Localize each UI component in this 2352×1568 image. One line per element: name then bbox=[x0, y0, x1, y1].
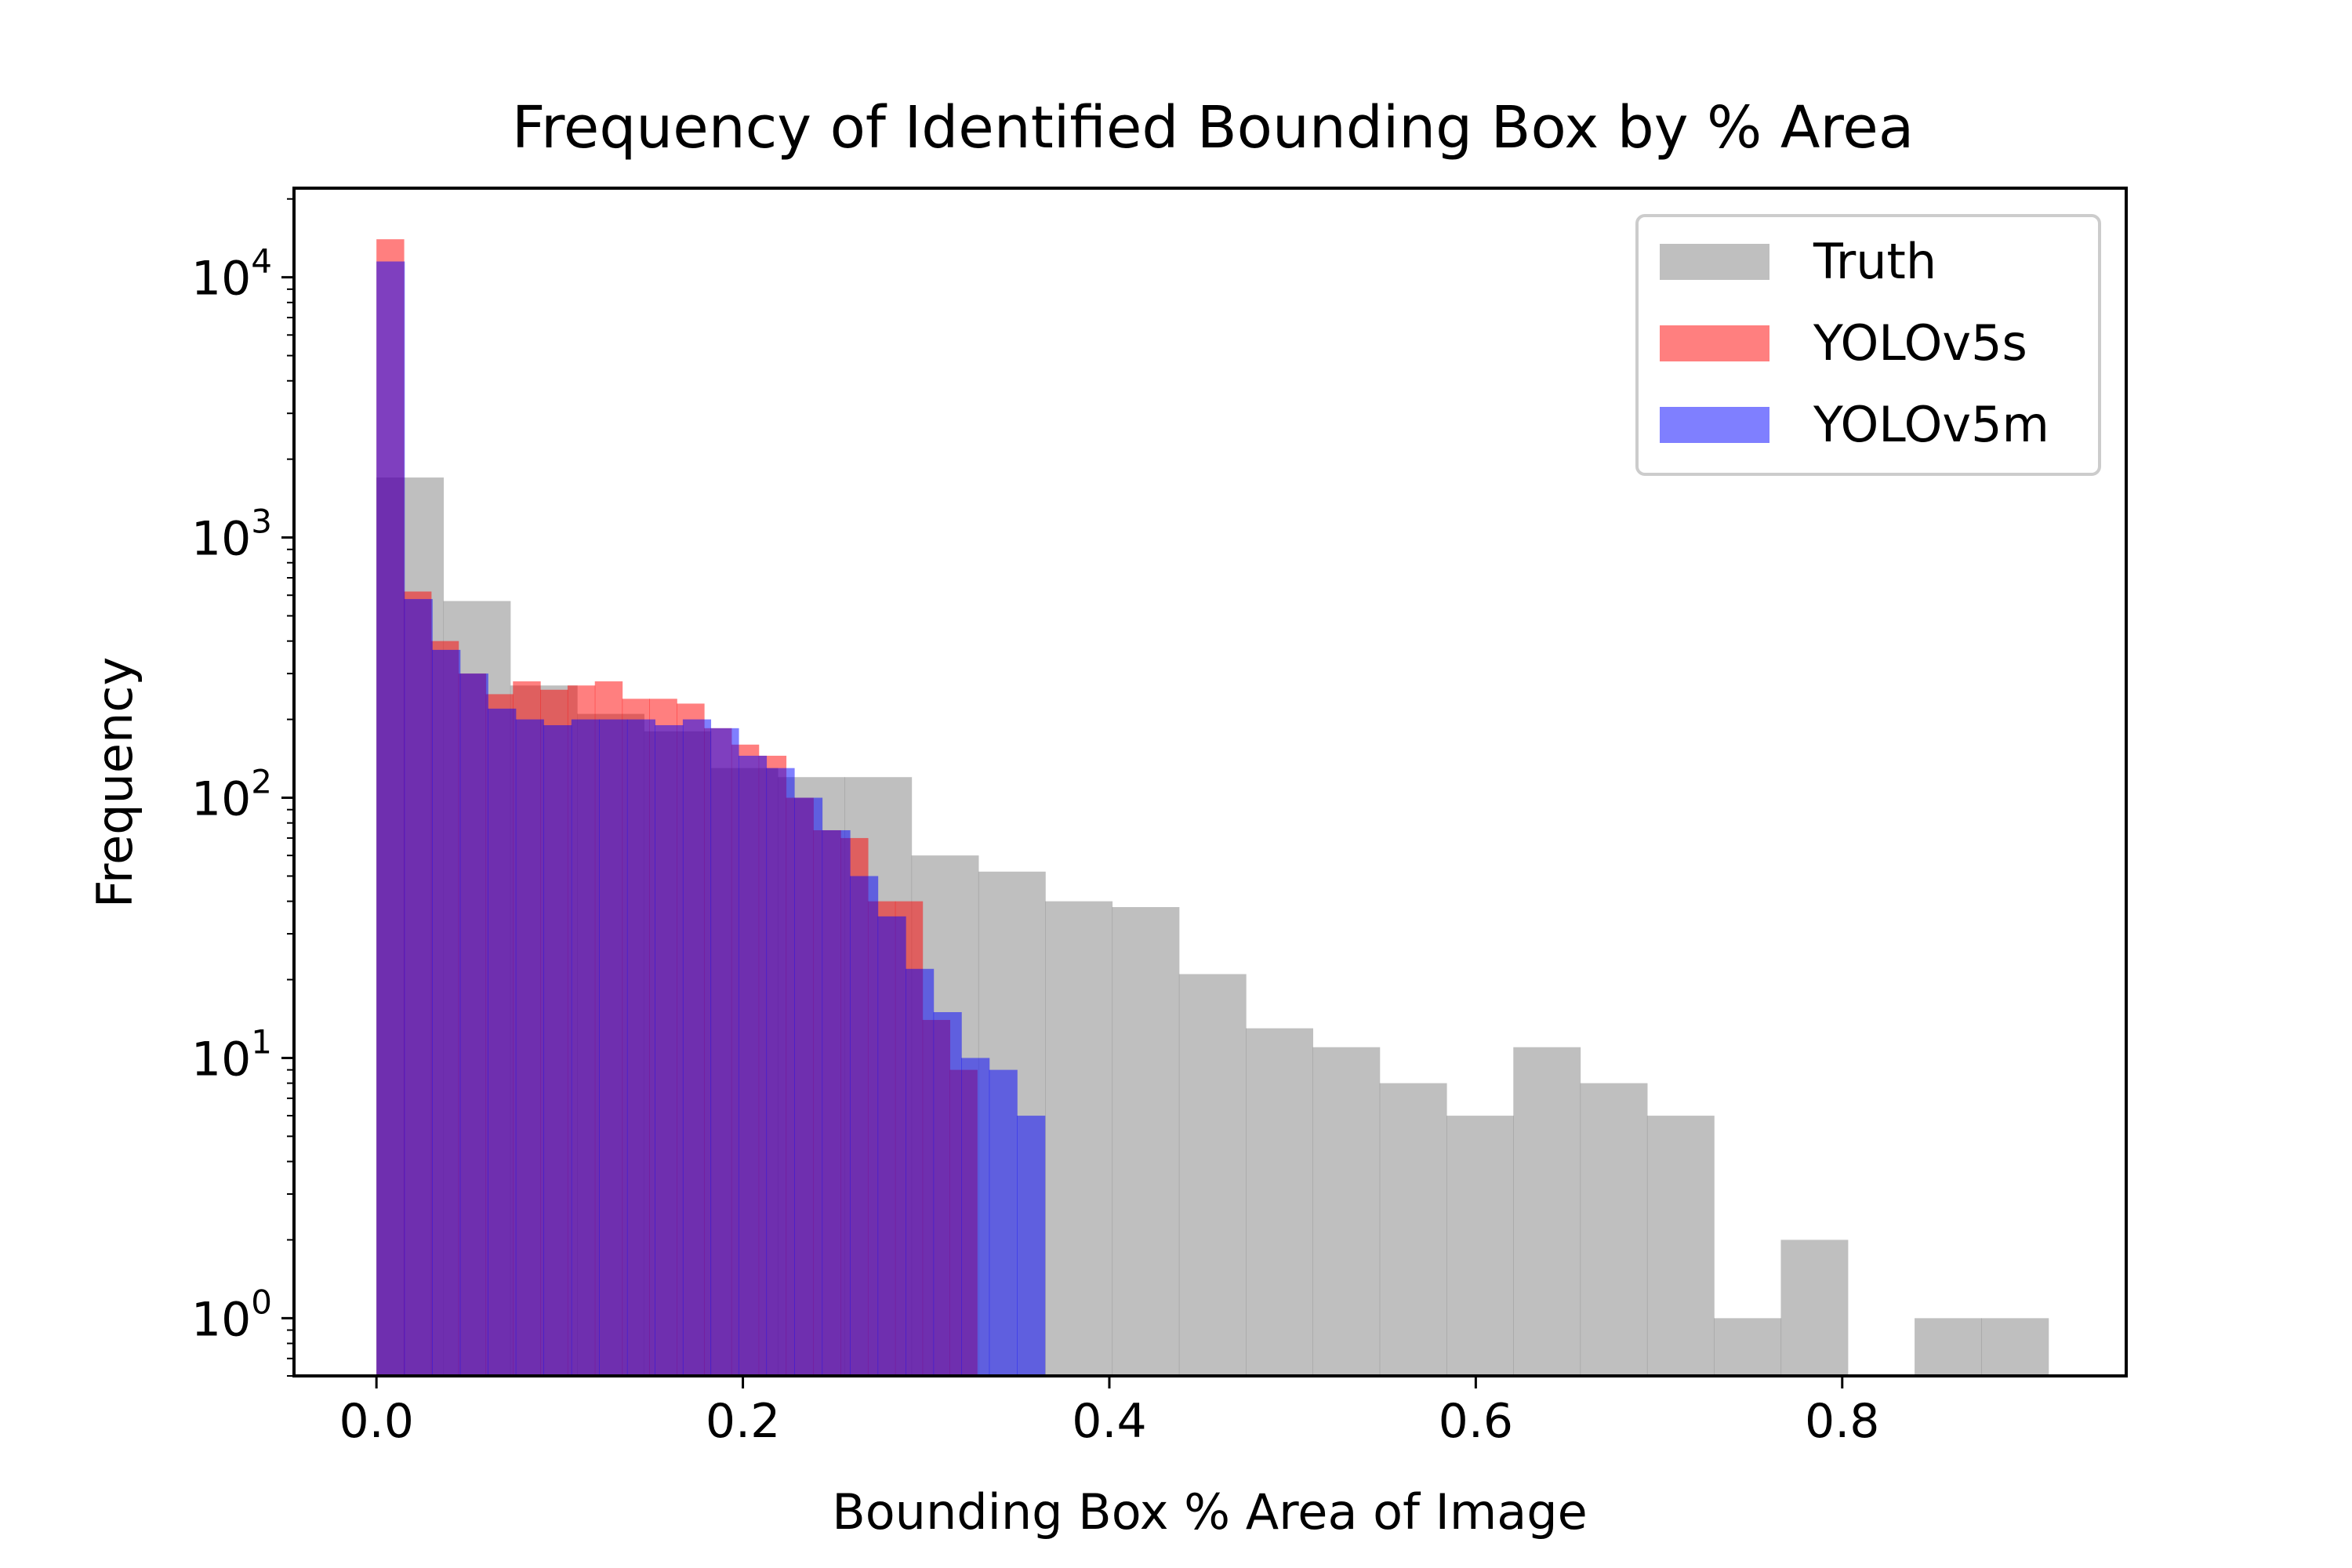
bar-yolov5m-12 bbox=[710, 728, 739, 1376]
bar-yolov5m-20 bbox=[933, 1011, 962, 1376]
x-tick-label-2: 0.4 bbox=[1072, 1394, 1146, 1449]
bar-yolov5m-6 bbox=[543, 724, 572, 1376]
bar-yolov5m-9 bbox=[626, 719, 655, 1376]
legend-swatch-yolov5s bbox=[1660, 325, 1769, 361]
legend-label-yolov5m: YOLOv5m bbox=[1813, 396, 2049, 453]
bar-truth-23 bbox=[1915, 1318, 1982, 1376]
legend-label-truth: Truth bbox=[1813, 233, 1936, 290]
bar-yolov5m-23 bbox=[1017, 1116, 1046, 1376]
bar-yolov5m-3 bbox=[459, 673, 488, 1376]
bar-yolov5m-17 bbox=[850, 876, 879, 1376]
bar-truth-14 bbox=[1312, 1047, 1381, 1376]
bar-yolov5m-1 bbox=[404, 599, 433, 1376]
legend-swatch-yolov5m bbox=[1660, 407, 1769, 443]
bar-truth-11 bbox=[1112, 906, 1180, 1376]
legend-swatch-truth bbox=[1660, 244, 1769, 280]
bar-yolov5m-8 bbox=[599, 719, 628, 1376]
bar-yolov5m-19 bbox=[906, 968, 935, 1376]
bar-truth-16 bbox=[1446, 1116, 1514, 1376]
legend-label-yolov5s: YOLOv5s bbox=[1813, 314, 2027, 372]
bar-yolov5m-5 bbox=[515, 719, 544, 1376]
bar-truth-15 bbox=[1379, 1083, 1447, 1376]
x-axis-label: Bounding Box % Area of Image bbox=[832, 1483, 1588, 1541]
y-tick-label-0: 100 bbox=[191, 1283, 272, 1347]
legend: Truth YOLOv5s YOLOv5m bbox=[1635, 214, 2101, 476]
bar-yolov5m-4 bbox=[488, 708, 517, 1376]
bar-truth-10 bbox=[1045, 901, 1113, 1376]
bar-yolov5m-13 bbox=[738, 755, 768, 1376]
bar-truth-18 bbox=[1580, 1083, 1648, 1376]
bar-truth-12 bbox=[1178, 974, 1247, 1376]
y-tick-label-1: 101 bbox=[191, 1022, 272, 1087]
x-tick-label-1: 0.2 bbox=[706, 1394, 780, 1449]
y-tick-label-2: 102 bbox=[191, 763, 272, 827]
bar-yolov5m-0 bbox=[376, 261, 405, 1376]
bar-yolov5m-15 bbox=[794, 797, 823, 1376]
bar-yolov5m-2 bbox=[432, 649, 461, 1376]
bar-yolov5m-22 bbox=[989, 1069, 1018, 1376]
bar-yolov5m-16 bbox=[822, 829, 851, 1376]
x-tick-label-0: 0.0 bbox=[339, 1394, 413, 1449]
bar-truth-13 bbox=[1246, 1028, 1313, 1376]
bar-truth-19 bbox=[1646, 1116, 1715, 1376]
bar-yolov5m-7 bbox=[571, 719, 600, 1376]
bar-truth-20 bbox=[1714, 1318, 1782, 1376]
bar-yolov5m-11 bbox=[682, 719, 712, 1376]
bar-yolov5m-14 bbox=[766, 768, 795, 1376]
x-tick-label-4: 0.8 bbox=[1805, 1394, 1879, 1449]
x-tick-label-3: 0.6 bbox=[1439, 1394, 1513, 1449]
y-tick-label-4: 104 bbox=[191, 242, 272, 307]
plot-frame bbox=[292, 187, 2128, 1377]
y-axis-label: Frequency bbox=[86, 657, 143, 908]
chart-title: Frequency of Identified Bounding Box by … bbox=[512, 94, 1914, 162]
bar-truth-24 bbox=[1981, 1318, 2049, 1376]
bar-yolov5m-10 bbox=[655, 724, 684, 1376]
bar-truth-21 bbox=[1780, 1240, 1849, 1376]
series-yolov5m bbox=[376, 261, 1046, 1376]
y-tick-label-3: 103 bbox=[191, 503, 272, 567]
bar-yolov5m-18 bbox=[877, 916, 906, 1376]
bar-truth-17 bbox=[1513, 1047, 1581, 1376]
bar-yolov5m-21 bbox=[961, 1058, 990, 1376]
